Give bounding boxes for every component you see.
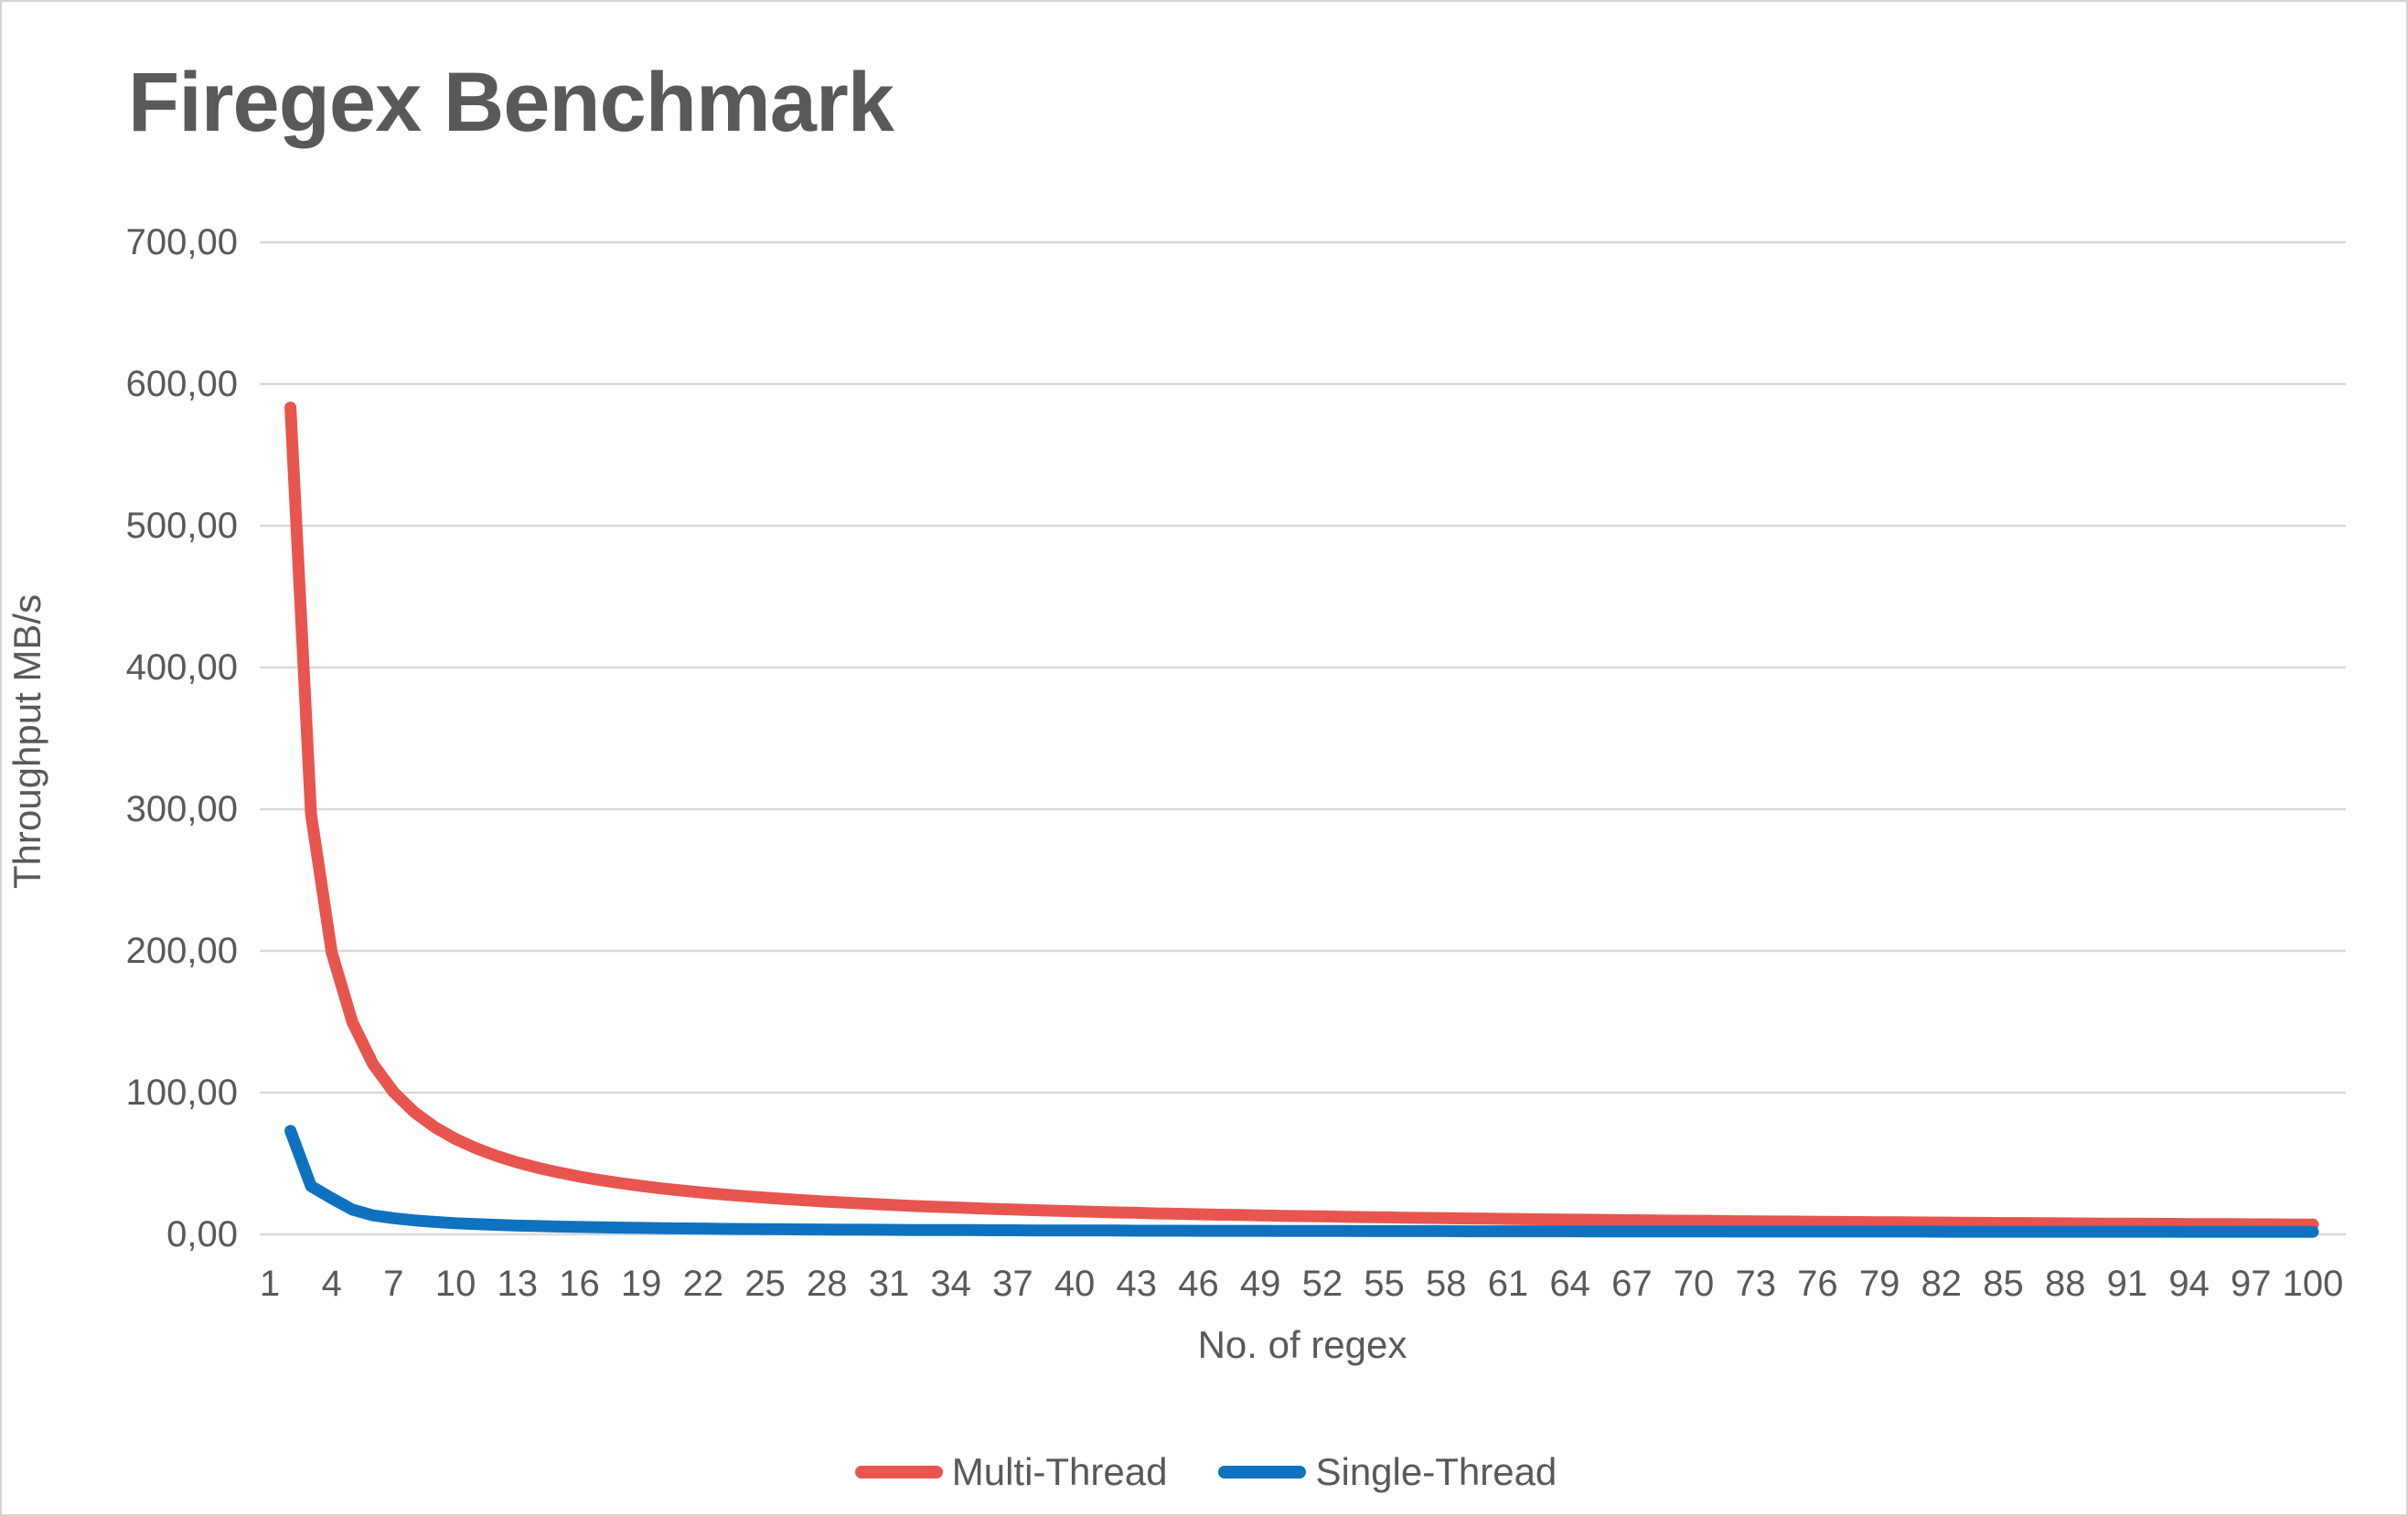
x-tick-label: 58 [1426, 1264, 1467, 1304]
y-tick-label: 400,00 [126, 647, 238, 688]
y-tick-label: 500,00 [126, 506, 238, 546]
x-tick-label: 79 [1859, 1264, 1900, 1304]
x-tick-label: 10 [435, 1264, 476, 1304]
x-tick-label: 40 [1054, 1264, 1096, 1304]
x-tick-label: 97 [2231, 1264, 2272, 1304]
x-tick-label: 22 [683, 1264, 724, 1304]
x-tick-label: 1 [260, 1264, 280, 1304]
x-tick-label: 52 [1302, 1264, 1343, 1304]
legend-item-single-thread: Single-Thread [1218, 1450, 1557, 1494]
y-tick-label: 200,00 [126, 931, 238, 971]
legend-label-single-thread: Single-Thread [1315, 1450, 1557, 1493]
x-tick-label: 46 [1178, 1264, 1219, 1304]
x-tick-label: 64 [1549, 1264, 1590, 1304]
multi-thread-line-swatch [854, 1466, 943, 1479]
x-tick-label: 28 [807, 1264, 848, 1304]
y-tick-label: 100,00 [126, 1073, 238, 1113]
x-tick-label: 76 [1797, 1264, 1838, 1304]
x-tick-label: 70 [1674, 1264, 1715, 1304]
x-tick-label: 19 [621, 1264, 662, 1304]
x-tick-label: 82 [1921, 1264, 1963, 1304]
x-tick-label: 85 [1983, 1264, 2024, 1304]
single-thread-line-swatch [1218, 1466, 1307, 1479]
x-tick-label: 43 [1117, 1264, 1158, 1304]
y-tick-label: 0,00 [166, 1214, 238, 1254]
x-tick-label: 94 [2168, 1264, 2210, 1304]
chart-title: Firegex Benchmark [128, 56, 894, 149]
x-tick-label: 13 [498, 1264, 539, 1304]
legend-item-multi-thread: Multi-Thread [854, 1450, 1168, 1494]
y-tick-label: 300,00 [126, 789, 238, 829]
series-line-single-thread [284, 1125, 2319, 1238]
x-axis-title: No. of regex [1197, 1323, 1407, 1366]
x-tick-label: 31 [869, 1264, 910, 1304]
legend: Multi-Thread Single-Thread [2, 1450, 2406, 1494]
x-tick-label: 88 [2045, 1264, 2086, 1304]
series-line-multi-thread [284, 401, 2319, 1231]
x-tick-label: 67 [1611, 1264, 1653, 1304]
x-tick-label: 61 [1488, 1264, 1529, 1304]
y-tick-label: 600,00 [126, 364, 238, 404]
x-tick-label: 34 [930, 1264, 971, 1304]
x-tick-label: 49 [1240, 1264, 1281, 1304]
y-tick-label: 700,00 [126, 222, 238, 262]
x-tick-label: 37 [992, 1264, 1033, 1304]
x-tick-label: 25 [744, 1264, 786, 1304]
x-tick-label: 91 [2107, 1264, 2148, 1304]
x-tick-label: 16 [559, 1264, 600, 1304]
x-tick-label: 7 [383, 1264, 403, 1304]
x-tick-label: 100 [2283, 1264, 2344, 1304]
x-tick-label: 73 [1735, 1264, 1776, 1304]
x-tick-label: 4 [322, 1264, 342, 1304]
legend-label-multi-thread: Multi-Thread [951, 1450, 1168, 1493]
x-tick-label: 55 [1364, 1264, 1405, 1304]
